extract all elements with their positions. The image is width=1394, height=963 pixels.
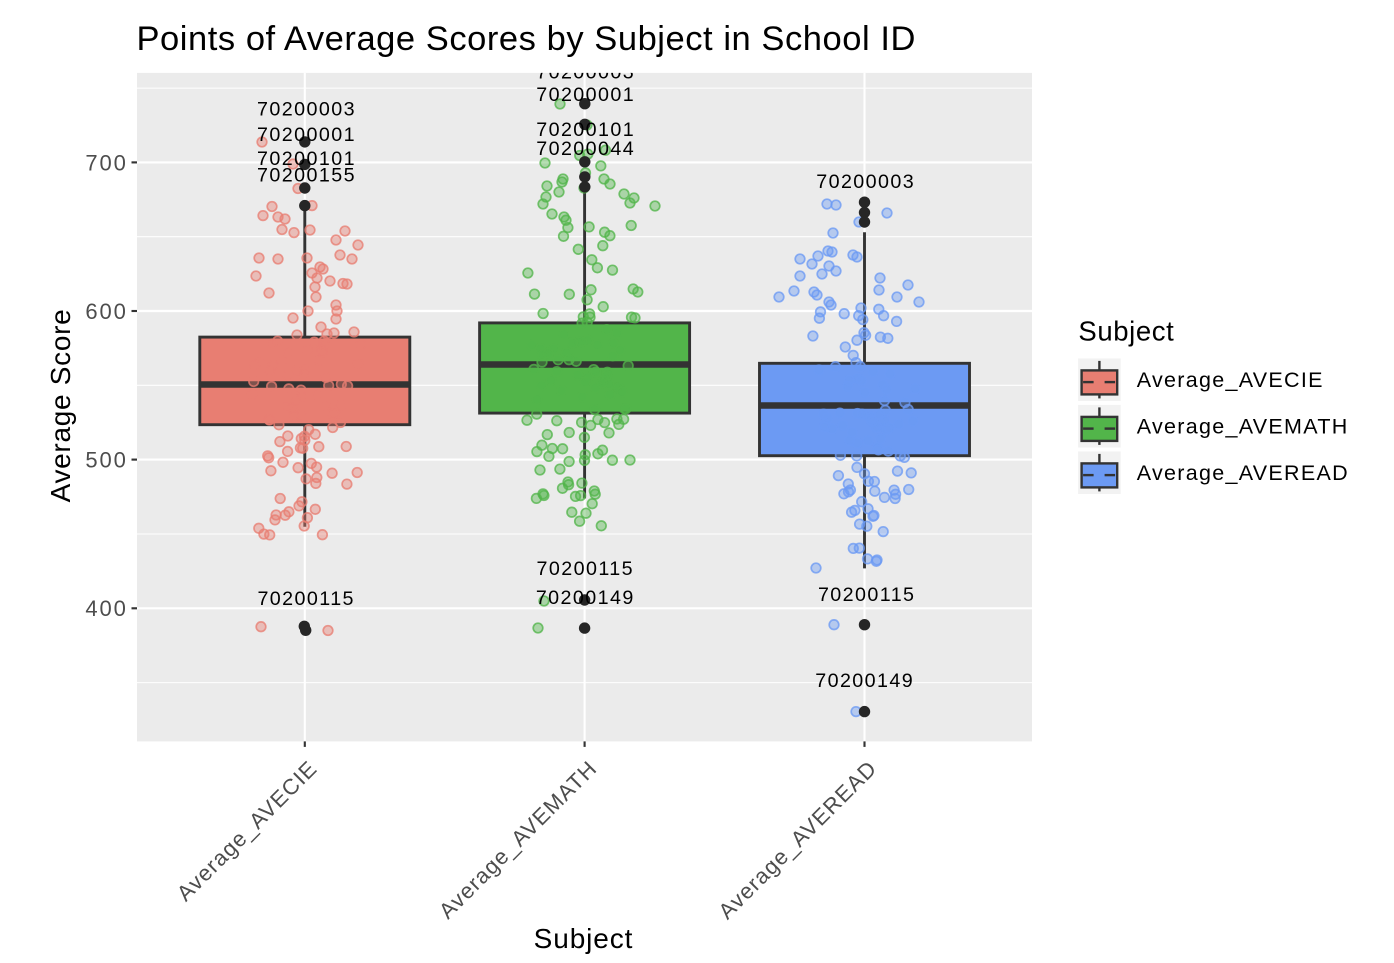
svg-text:70200003: 70200003: [816, 171, 915, 193]
svg-text:70200149: 70200149: [536, 587, 635, 609]
svg-text:70200115: 70200115: [818, 584, 916, 606]
svg-text:Average Score: Average Score: [45, 309, 76, 503]
svg-text:Average_AVEREAD: Average_AVEREAD: [1137, 461, 1349, 485]
svg-text:500: 500: [85, 448, 127, 473]
svg-text:70200155: 70200155: [257, 165, 356, 187]
svg-text:70200115: 70200115: [537, 558, 635, 580]
svg-text:70200101: 70200101: [536, 119, 635, 141]
svg-text:Subject: Subject: [534, 923, 634, 954]
svg-text:Subject: Subject: [1078, 315, 1174, 346]
svg-text:70200001: 70200001: [536, 84, 635, 106]
svg-text:Points of Average Scores by Su: Points of Average Scores by Subject in S…: [137, 20, 916, 58]
svg-text:600: 600: [85, 299, 127, 324]
svg-text:70200044: 70200044: [536, 138, 635, 160]
svg-text:Average_AVECIE: Average_AVECIE: [1137, 368, 1324, 392]
svg-text:400: 400: [85, 596, 127, 621]
svg-text:70200001: 70200001: [257, 124, 356, 146]
svg-text:700: 700: [85, 150, 127, 175]
svg-text:70200149: 70200149: [815, 670, 914, 692]
svg-text:70200003: 70200003: [536, 62, 635, 84]
svg-text:Average_AVEMATH: Average_AVEMATH: [1137, 415, 1349, 439]
svg-text:70200115: 70200115: [257, 588, 355, 610]
svg-text:70200101: 70200101: [257, 148, 356, 170]
svg-text:70200003: 70200003: [257, 99, 356, 121]
